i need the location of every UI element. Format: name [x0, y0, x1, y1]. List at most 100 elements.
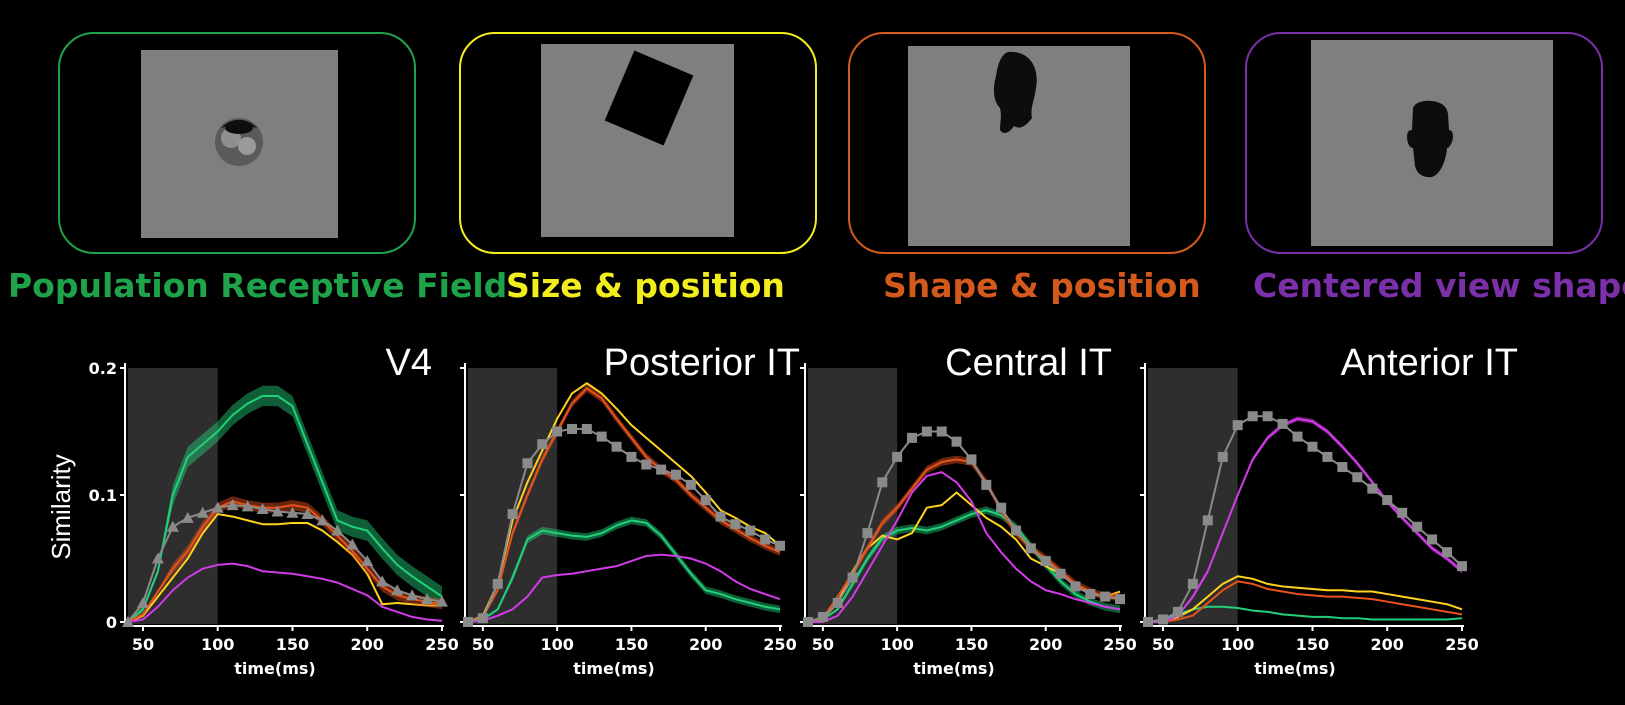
data-point — [775, 540, 785, 551]
error-band — [128, 385, 442, 622]
data-point — [492, 578, 503, 589]
data-point — [122, 616, 134, 627]
x-tick-label: 200 — [1029, 635, 1062, 654]
data-point — [361, 555, 374, 567]
head-silhouette — [993, 51, 1037, 133]
stimulus-background — [1311, 40, 1553, 246]
series-line — [1147, 415, 1463, 623]
data-point — [760, 534, 771, 545]
chart-title: V4 — [386, 342, 432, 384]
y-tick-label: 0.1 — [89, 486, 117, 505]
data-point — [1262, 411, 1273, 422]
y-axis-label: Similarity — [46, 454, 76, 559]
data-point — [981, 479, 992, 490]
data-point — [1247, 411, 1258, 422]
data-point — [271, 505, 284, 517]
data-point — [892, 451, 903, 462]
data-point — [1412, 521, 1423, 532]
shape-position-panel — [848, 32, 1206, 254]
data-point — [1157, 614, 1168, 625]
chart-title: Anterior IT — [1341, 342, 1518, 384]
data-point — [1100, 591, 1111, 602]
model-label-centered-view: Centered view shape — [1253, 266, 1625, 305]
data-point — [196, 506, 209, 518]
stimulus-background — [541, 44, 734, 237]
x-tick-label: 150 — [615, 635, 648, 654]
data-point — [507, 509, 518, 520]
data-point — [211, 501, 224, 513]
x-tick-label: 250 — [1445, 635, 1478, 654]
model-label-size-position: Size & position — [506, 266, 785, 305]
data-point — [921, 426, 932, 437]
data-point — [1187, 578, 1198, 589]
data-point — [181, 511, 194, 523]
data-point — [877, 477, 888, 488]
model-label-prf: Population Receptive Field — [8, 266, 508, 305]
data-point — [996, 502, 1007, 513]
data-point — [376, 575, 389, 587]
data-point — [522, 458, 533, 469]
data-point — [1143, 617, 1153, 627]
data-point — [1232, 420, 1243, 431]
series-line — [1148, 575, 1463, 623]
data-point — [1367, 483, 1378, 494]
x-axis-label: time(ms) — [913, 659, 994, 678]
data-point — [463, 617, 473, 627]
data-point — [745, 525, 756, 536]
data-point — [1055, 568, 1066, 579]
x-tick-label: 200 — [351, 635, 384, 654]
data-point — [1352, 472, 1363, 483]
series-line — [1148, 417, 1463, 623]
data-point — [1442, 547, 1453, 558]
x-tick-label: 50 — [472, 635, 494, 654]
data-point — [1277, 418, 1288, 429]
data-point — [151, 552, 164, 564]
data-point — [256, 502, 269, 514]
data-point — [685, 479, 696, 490]
x-axis-label: time(ms) — [234, 659, 315, 678]
data-point — [1172, 606, 1183, 617]
x-tick-label: 150 — [955, 635, 988, 654]
data-point — [1085, 589, 1096, 600]
x-tick-label: 150 — [1296, 635, 1329, 654]
x-tick-label: 100 — [1221, 635, 1254, 654]
data-point — [1457, 561, 1467, 572]
data-point — [951, 436, 962, 447]
stimulus-background — [908, 46, 1130, 246]
data-point — [346, 538, 359, 550]
data-point — [436, 595, 448, 607]
data-point — [700, 495, 711, 506]
data-point — [596, 431, 607, 442]
series-line — [127, 500, 443, 623]
data-point — [1292, 431, 1303, 442]
data-point — [301, 508, 314, 520]
data-point — [226, 499, 239, 511]
data-point — [641, 459, 652, 470]
data-point — [241, 500, 254, 512]
x-tick-label: 250 — [763, 635, 796, 654]
x-tick-label: 150 — [276, 635, 309, 654]
data-point — [316, 514, 329, 526]
series-line — [808, 471, 1121, 623]
x-tick-label: 50 — [132, 635, 154, 654]
data-point — [1040, 556, 1051, 567]
data-point — [1070, 581, 1081, 592]
data-point — [1011, 525, 1021, 536]
data-point — [406, 589, 419, 601]
data-point — [847, 572, 858, 583]
series-line — [127, 562, 443, 623]
model-label-shape-position: Shape & position — [883, 266, 1201, 305]
x-tick-label: 100 — [201, 635, 234, 654]
data-point — [832, 597, 843, 608]
data-point — [656, 464, 667, 475]
data-point — [966, 454, 977, 465]
centered-head-silhouette — [1407, 100, 1453, 178]
y-tick-label: 0.2 — [89, 359, 117, 378]
series-line — [467, 553, 781, 623]
data-point — [817, 611, 828, 622]
stimulus-interval-shade — [468, 368, 558, 624]
data-point — [421, 593, 434, 605]
series-line — [467, 519, 781, 623]
data-point — [1397, 507, 1408, 518]
